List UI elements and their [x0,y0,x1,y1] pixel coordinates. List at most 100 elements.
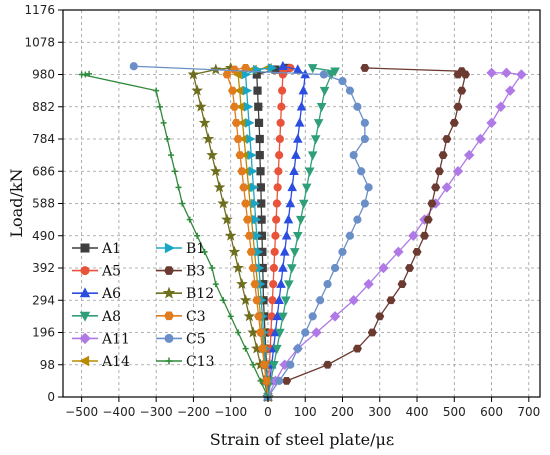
data-point [349,151,358,160]
data-point [281,296,291,306]
legend-item-b12: B12 [156,286,214,302]
data-point [201,248,208,255]
data-point [278,312,288,322]
data-point [276,118,285,127]
data-point [241,199,251,208]
y-tick-label: 0 [47,390,55,404]
x-tick-label: 400 [406,405,429,419]
data-point [187,68,200,80]
x-axis-title: Strain of steel plate/με [210,430,394,449]
data-point [286,360,295,369]
data-point [281,230,292,240]
legend-label: A5 [101,264,121,280]
axis-ticks: −500 −400 −300 −200 −100 0 100 200 300 400 500 600 7… [24,3,540,419]
y-tick-label: 1176 [24,3,55,17]
data-point [348,295,359,306]
y-tick-label: 294 [32,293,55,307]
series-b3 [282,63,471,385]
legend-item-c3: C3 [156,309,206,325]
data-point [405,264,415,272]
data-point [227,313,234,320]
data-point [129,62,138,71]
data-point [194,232,201,239]
data-point [449,118,459,127]
legend: A1 A5 A6 A8 A11 A14 B1 B3 B12 C3 C5 C13 [72,241,215,370]
y-tick-label: 588 [32,197,55,211]
x-tick-label: 100 [294,405,317,419]
data-point [245,118,255,128]
data-point [171,168,178,175]
data-point [277,102,286,111]
data-point [237,167,247,176]
data-point [301,183,312,193]
legend-marker [79,355,90,367]
series-c3 [222,63,273,401]
data-point [276,278,286,288]
data-point [285,198,296,208]
data-point [269,280,278,289]
legend-marker [80,266,90,276]
data-point [257,344,267,353]
data-point [253,86,262,95]
data-point [250,361,257,368]
data-point [353,215,362,224]
data-point [486,67,497,79]
legend-label: B12 [186,286,214,302]
x-tick-label: 200 [331,405,354,419]
data-point [186,216,193,223]
x-tick-label: 500 [443,405,466,419]
data-point [412,247,422,256]
data-point [168,152,175,159]
x-tick-label: 700 [517,405,540,419]
data-point [191,84,203,96]
legend-marker [79,311,91,322]
data-point [220,297,227,304]
data-point [352,344,362,353]
data-point [316,296,325,305]
legend-item-c13: C13 [156,354,215,370]
data-point [329,311,341,322]
data-point [244,231,254,240]
data-point [275,328,285,338]
data-point [345,231,355,240]
data-point [313,119,324,129]
data-point [363,278,374,290]
data-point [463,149,475,161]
data-point [294,117,305,127]
data-point [441,182,453,193]
data-point [307,151,318,161]
x-tick-label: −400 [102,405,135,419]
data-point [232,69,242,80]
legend-item-b1: B1 [156,241,205,257]
data-point [292,133,303,143]
data-point [246,247,256,256]
legend-label: B1 [186,241,205,257]
y-tick-label: 882 [32,100,55,114]
data-point [164,136,171,142]
data-point [452,166,464,177]
data-point [156,103,163,110]
data-point [289,165,299,175]
data-point [269,361,279,371]
legend-item-b3: B3 [156,264,205,280]
legend-label: C13 [186,354,215,370]
legend-marker [164,266,174,275]
series-a8 [263,64,340,403]
y-tick-label: 196 [32,326,55,340]
data-point [228,86,238,95]
data-point [153,87,160,94]
data-point [213,181,226,193]
legend-label: A1 [101,241,121,257]
data-point [319,86,330,97]
data-point [301,328,310,337]
data-point [198,116,211,128]
data-point [504,85,516,96]
legend-label: C3 [186,309,206,325]
data-point [179,200,186,207]
data-point [248,166,258,177]
legend-label: A8 [101,309,121,325]
data-point [274,294,284,304]
data-point [272,344,282,355]
data-point [495,101,507,112]
